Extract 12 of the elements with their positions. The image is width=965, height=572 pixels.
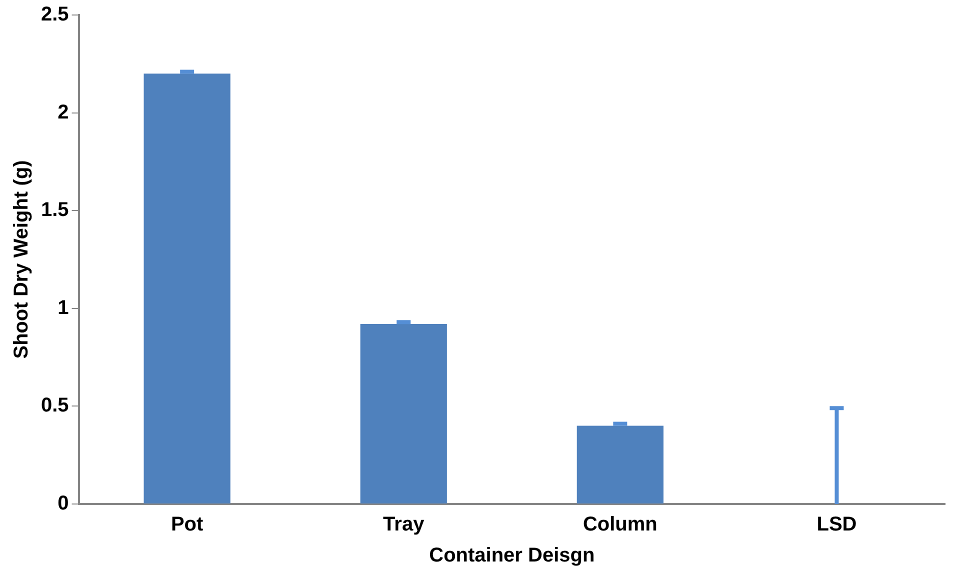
y-tick-label: 0.5 xyxy=(40,394,69,417)
y-tick-label: 1 xyxy=(58,296,69,319)
y-tick-label: 1.5 xyxy=(40,199,69,222)
y-tick-label: 2.5 xyxy=(40,4,69,26)
y-tick-label: 2 xyxy=(58,101,69,124)
x-tick-label: Tray xyxy=(383,514,426,536)
x-tick-label: LSD xyxy=(816,514,857,536)
x-axis-title: Container Deisgn xyxy=(429,544,595,567)
y-tick-label: 0 xyxy=(58,492,69,515)
x-tick-label: Column xyxy=(582,514,658,536)
x-tick-label: Pot xyxy=(170,514,204,536)
y-axis-title: Shoot Dry Weight (g) xyxy=(10,160,33,359)
